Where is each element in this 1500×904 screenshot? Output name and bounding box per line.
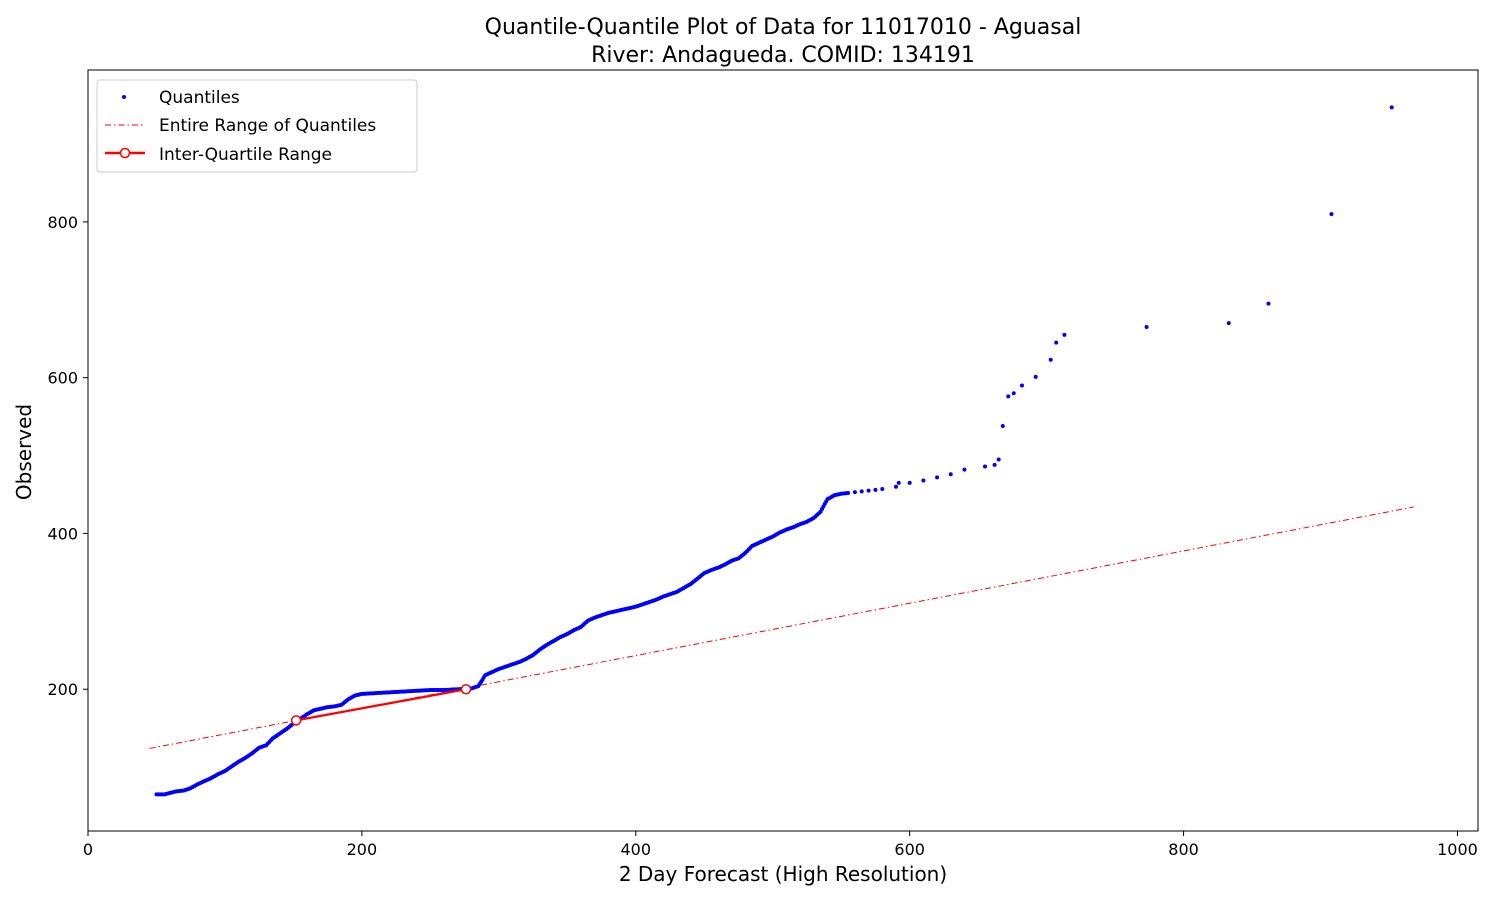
quantile-point — [1329, 212, 1334, 217]
legend-iqr-marker — [119, 147, 131, 159]
chart-title-line1: Quantile-Quantile Plot of Data for 11017… — [485, 15, 1082, 40]
quantile-point — [873, 487, 878, 492]
quantile-point — [921, 478, 926, 483]
quantile-point — [1144, 325, 1149, 330]
quantile-point — [1048, 357, 1053, 362]
legend-box — [96, 79, 418, 173]
axes: 0 200 400 600 800 1000 200 400 600 800 — [47, 69, 1479, 859]
iqr-line — [295, 688, 467, 722]
quantile-point — [1033, 374, 1038, 379]
y-tick-label: 600 — [47, 369, 78, 388]
quantile-point — [1266, 301, 1271, 306]
quantile-point — [852, 490, 857, 495]
quantile-point — [996, 457, 1001, 462]
x-tick-label: 1000 — [1437, 840, 1478, 859]
x-tick-label: 600 — [894, 840, 925, 859]
quantile-point — [962, 467, 967, 472]
chart-title-line2: River: Andagueda. COMID: 134191 — [591, 43, 975, 68]
quantile-point — [1054, 340, 1059, 345]
legend: Quantiles Entire Range of Quantiles Inte… — [96, 79, 418, 173]
quantile-point — [1011, 391, 1016, 396]
quantile-point — [935, 475, 940, 480]
entire-range-line — [149, 506, 1414, 749]
iqr-marker — [460, 683, 472, 695]
quantile-point — [1000, 423, 1005, 428]
x-tick-label: 400 — [621, 840, 652, 859]
plot-area — [149, 105, 1414, 797]
x-axis-label: 2 Day Forecast (High Resolution) — [619, 862, 947, 886]
quantile-point — [1006, 394, 1011, 399]
legend-iqr-label: Inter-Quartile Range — [159, 145, 332, 165]
quantile-point — [866, 488, 871, 493]
quantile-point — [893, 484, 898, 489]
quantile-point — [992, 462, 997, 467]
quantile-point — [859, 489, 864, 494]
y-tick-label: 800 — [47, 213, 78, 232]
iqr-marker — [290, 715, 302, 726]
quantile-point — [1226, 321, 1231, 326]
quantile-point — [1019, 383, 1024, 388]
legend-entire-range-label: Entire Range of Quantiles — [159, 116, 376, 136]
x-tick-label: 800 — [1168, 840, 1199, 859]
x-tick-label: 200 — [347, 840, 378, 859]
x-tick-label: 0 — [83, 840, 93, 859]
quantile-point — [948, 472, 953, 477]
quantile-point — [896, 480, 901, 485]
y-tick-label: 400 — [47, 524, 78, 543]
quantile-point — [880, 487, 885, 492]
quantile-point — [1389, 105, 1394, 110]
legend-quantiles-marker — [122, 95, 126, 99]
y-axis-label: Observed — [12, 404, 36, 500]
legend-quantiles-label: Quantiles — [159, 88, 240, 108]
quantile-point — [1062, 332, 1067, 337]
plot-frame — [87, 69, 1479, 832]
quantile-point — [982, 464, 987, 469]
y-tick-label: 200 — [47, 680, 78, 699]
quantile-point — [907, 480, 912, 485]
quantile-point — [846, 490, 851, 495]
